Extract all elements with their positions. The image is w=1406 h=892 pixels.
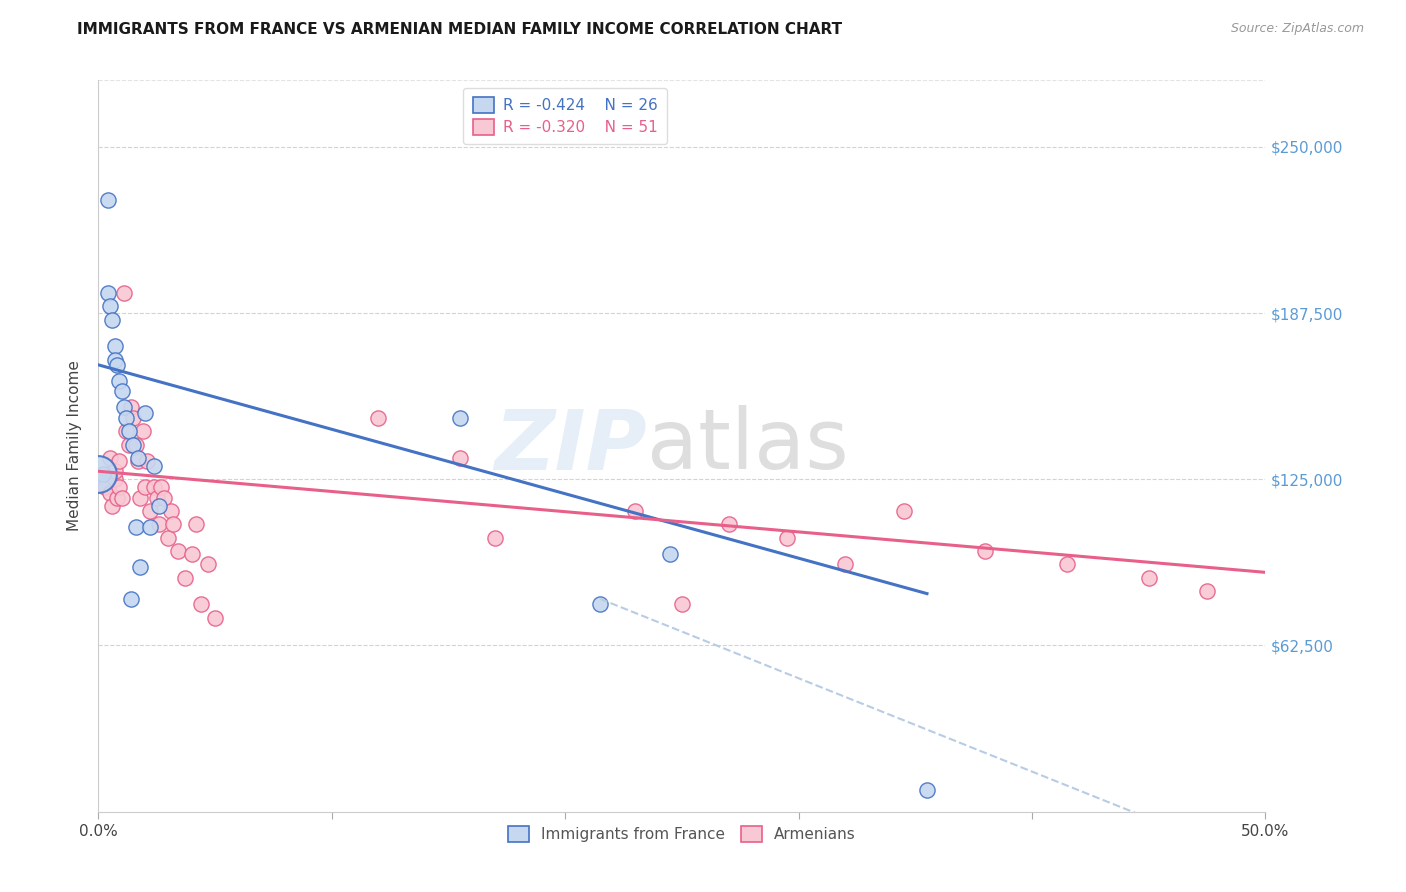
Point [204, 610, 226, 624]
Point [98, 299, 121, 313]
Point [589, 597, 612, 611]
Text: ZIP: ZIP [495, 406, 647, 486]
Point [111, 384, 134, 399]
Point [125, 520, 148, 534]
Point [97, 193, 120, 207]
Point [112, 401, 135, 415]
Point [1137, 571, 1160, 585]
Point [484, 531, 506, 545]
Point [173, 571, 195, 585]
Point [105, 358, 128, 372]
Point [143, 458, 166, 473]
Point [111, 491, 134, 505]
Point [139, 520, 162, 534]
Point [105, 491, 128, 505]
Point [91, 467, 114, 481]
Point [129, 560, 152, 574]
Point [108, 374, 131, 388]
Point [139, 504, 162, 518]
Point [186, 517, 208, 532]
Point [143, 480, 166, 494]
Point [118, 425, 141, 439]
Point [115, 425, 138, 439]
Point [97, 286, 120, 301]
Point [1056, 558, 1078, 572]
Text: Source: ZipAtlas.com: Source: ZipAtlas.com [1230, 22, 1364, 36]
Point [974, 544, 997, 558]
Point [98, 485, 121, 500]
Point [127, 450, 149, 465]
Point [104, 472, 127, 486]
Point [134, 480, 156, 494]
Legend: Immigrants from France, Armenians: Immigrants from France, Armenians [502, 820, 862, 848]
Point [190, 597, 212, 611]
Point [122, 438, 145, 452]
Point [120, 401, 142, 415]
Point [122, 411, 145, 425]
Point [449, 450, 471, 465]
Point [717, 517, 740, 532]
Point [148, 499, 170, 513]
Point [915, 783, 938, 797]
Point [87, 467, 110, 481]
Point [104, 339, 127, 353]
Point [94, 480, 117, 494]
Point [197, 558, 219, 572]
Point [118, 438, 141, 452]
Point [449, 411, 471, 425]
Point [134, 406, 156, 420]
Text: atlas: atlas [647, 406, 849, 486]
Point [101, 312, 124, 326]
Point [120, 591, 142, 606]
Point [162, 517, 184, 532]
Point [146, 491, 169, 505]
Point [108, 453, 131, 467]
Point [104, 352, 127, 367]
Point [108, 480, 131, 494]
Point [367, 411, 389, 425]
Point [180, 547, 202, 561]
Point [97, 467, 120, 481]
Point [101, 499, 124, 513]
Y-axis label: Median Family Income: Median Family Income [67, 360, 83, 532]
Point [157, 531, 180, 545]
Point [671, 597, 693, 611]
Point [104, 464, 127, 478]
Point [166, 544, 188, 558]
Point [148, 517, 170, 532]
Point [1195, 584, 1218, 599]
Point [159, 504, 181, 518]
Point [152, 491, 174, 505]
Text: IMMIGRANTS FROM FRANCE VS ARMENIAN MEDIAN FAMILY INCOME CORRELATION CHART: IMMIGRANTS FROM FRANCE VS ARMENIAN MEDIA… [77, 22, 842, 37]
Point [112, 286, 135, 301]
Point [98, 450, 121, 465]
Point [125, 438, 148, 452]
Point [129, 491, 152, 505]
Point [127, 453, 149, 467]
Point [132, 425, 155, 439]
Point [776, 531, 799, 545]
Point [115, 411, 138, 425]
Point [624, 504, 647, 518]
Point [136, 453, 159, 467]
Point [893, 504, 915, 518]
Point [150, 480, 173, 494]
Point [834, 558, 856, 572]
Point [659, 547, 682, 561]
